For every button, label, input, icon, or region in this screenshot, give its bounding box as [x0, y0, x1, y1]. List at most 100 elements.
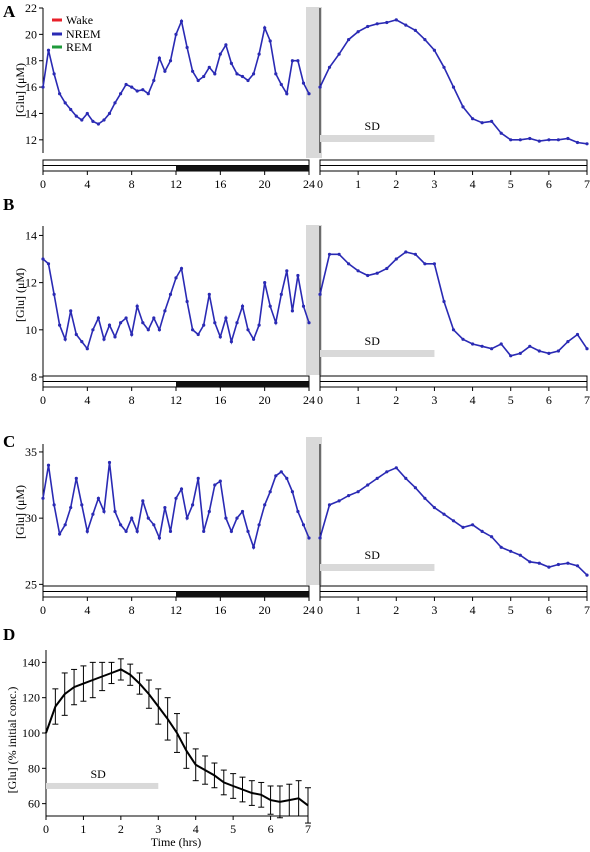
panel-c-recovery-point	[366, 483, 370, 487]
panel-c-recovery-point	[413, 486, 417, 490]
panel-b-baseline-point	[240, 304, 245, 308]
panel-a-y-tick-label: 12	[25, 133, 37, 147]
panel-c-right-x-tick-label: 3	[431, 603, 437, 617]
panel-b-right-x-tick-label: 7	[584, 393, 590, 407]
panel-a-left-x-tick-label: 16	[214, 177, 226, 191]
panel-a-left-x-tick-label: 8	[129, 177, 135, 191]
panel-c-recovery-point	[347, 494, 351, 498]
panel-a-recovery-point	[347, 38, 351, 42]
panel-b-baseline-point	[69, 309, 73, 313]
panel-c-baseline-point	[80, 503, 84, 507]
panel-a-right-x-tick-label: 1	[355, 177, 361, 191]
panel-b-sd-bar	[320, 350, 435, 357]
panel-d: D 60 80 100 120 140 0 1 2 3 4 5 6 7 SD	[3, 625, 311, 836]
panel-b-divider-bar	[306, 225, 322, 375]
panel-a-recovery-point	[413, 28, 417, 32]
panel-b-right-x-tick-label: 0	[317, 393, 323, 407]
panel-a-y-tick-label: 14	[25, 106, 37, 120]
panel-a-divider-bar	[306, 7, 322, 158]
panel-b-recovery-point	[318, 292, 322, 296]
panel-b-baseline-point	[157, 328, 161, 332]
panel-c-recovery-point	[499, 545, 503, 549]
panel-a-baseline-point	[207, 65, 211, 69]
panel-c-baseline-point	[290, 490, 294, 494]
panel-a-recovery-point	[423, 38, 427, 42]
panel-d-x-tick-label: 5	[230, 822, 236, 836]
panel-a-recovery-point	[375, 22, 379, 26]
panel-a-sd-bar	[320, 135, 435, 142]
panel-c-recovery-point	[471, 523, 475, 527]
panel-b-left-x-tick-label: 4	[84, 393, 90, 407]
panel-b-recovery-point	[537, 349, 541, 353]
panel-a-baseline-point	[146, 92, 150, 96]
panel-c-baseline-point	[63, 523, 67, 527]
panel-d-y-tick-label: 80	[28, 761, 40, 775]
panel-b-baseline-point	[268, 304, 272, 308]
panel-c-recovery-point	[490, 535, 494, 539]
panel-b-baseline-point	[107, 323, 112, 327]
panel-c-baseline-point	[85, 529, 89, 534]
panel-a-baseline-point	[274, 72, 278, 76]
panel-a-baseline-point	[46, 48, 51, 52]
legend-rem-label: REM	[66, 40, 92, 54]
panel-a-baseline-point	[213, 72, 217, 76]
panel-b-recovery-point	[461, 337, 465, 341]
panel-b-baseline-point	[119, 321, 123, 325]
panel-c-recovery-point	[566, 561, 570, 565]
panel-c-baseline-point	[257, 523, 261, 527]
panel-b-y-tick-label: 14	[25, 228, 37, 242]
panel-c-recovery-point	[461, 525, 465, 530]
panel-c-recovery-point	[327, 503, 332, 507]
panel-c-right-x-tick-label: 2	[393, 603, 399, 617]
panel-a-baseline-point	[157, 56, 161, 60]
panel-b-baseline-point	[174, 276, 178, 280]
panel-c-baseline-point	[191, 503, 195, 507]
panel-b-baseline-point	[218, 335, 222, 339]
panel-b-baseline-point	[85, 347, 89, 351]
panel-b-baseline-point	[130, 332, 134, 337]
panel-a-right-x-tick-label: 2	[393, 177, 399, 191]
panel-a-recovery-point	[327, 65, 332, 69]
panel-a-baseline-point	[196, 78, 200, 83]
panel-c-baseline-point	[91, 512, 95, 516]
panel-b-baseline-point	[185, 299, 189, 304]
panel-b-recovery-point	[490, 347, 494, 351]
panel-a-baseline-point	[240, 74, 245, 79]
panel-c-recovery-point	[356, 490, 360, 494]
panel-c-baseline-point	[96, 496, 100, 500]
panel-a-baseline-point	[191, 69, 195, 73]
panel-a-recovery-point	[337, 52, 341, 56]
panel-b-recovery-point	[404, 250, 408, 254]
panel-a-baseline-point	[229, 61, 233, 65]
panel-c-left-x-tick-label: 20	[259, 603, 271, 617]
panel-b-left-x-tick-label: 16	[214, 393, 226, 407]
panel-b-baseline-point	[202, 323, 206, 327]
panel-a-baseline-point	[96, 122, 100, 126]
panel-b-baseline-point	[41, 257, 45, 261]
panel-a-y-tick-label: 22	[25, 1, 37, 15]
panel-c-y-tick-label: 25	[25, 577, 37, 591]
panel-c-recovery-point	[537, 561, 541, 565]
panel-a-left-x-tick-label: 12	[170, 177, 182, 191]
panel-c-baseline-point	[229, 529, 233, 534]
panel-b-baseline-point	[179, 266, 184, 271]
panel-c-baseline-point	[157, 536, 161, 540]
panel-c-left-x-tick-label: 12	[170, 603, 182, 617]
panel-a-recovery-point	[480, 121, 484, 125]
panel-b-recovery-point	[480, 344, 484, 348]
panel-a-baseline-point	[119, 92, 123, 96]
panel-c-recovery-point	[423, 496, 427, 500]
panel-a-right-x-tick-label: 0	[317, 177, 323, 191]
panel-d-x-tick-label: 6	[268, 822, 274, 836]
panel-b-recovery-point	[575, 332, 580, 337]
panel-b-baseline-point	[96, 316, 100, 320]
panel-a-recovery-line	[319, 19, 588, 145]
panel-b-recovery-point	[375, 271, 379, 275]
panel-d-y-tick-label: 60	[28, 797, 40, 811]
panel-b-right-x-tick-label: 4	[470, 393, 476, 407]
panel-d-sd-bar	[46, 782, 159, 789]
panel-a-baseline-point	[268, 39, 272, 43]
panel-d-sd-label: SD	[90, 767, 106, 781]
panel-a-recovery-point	[509, 138, 513, 142]
